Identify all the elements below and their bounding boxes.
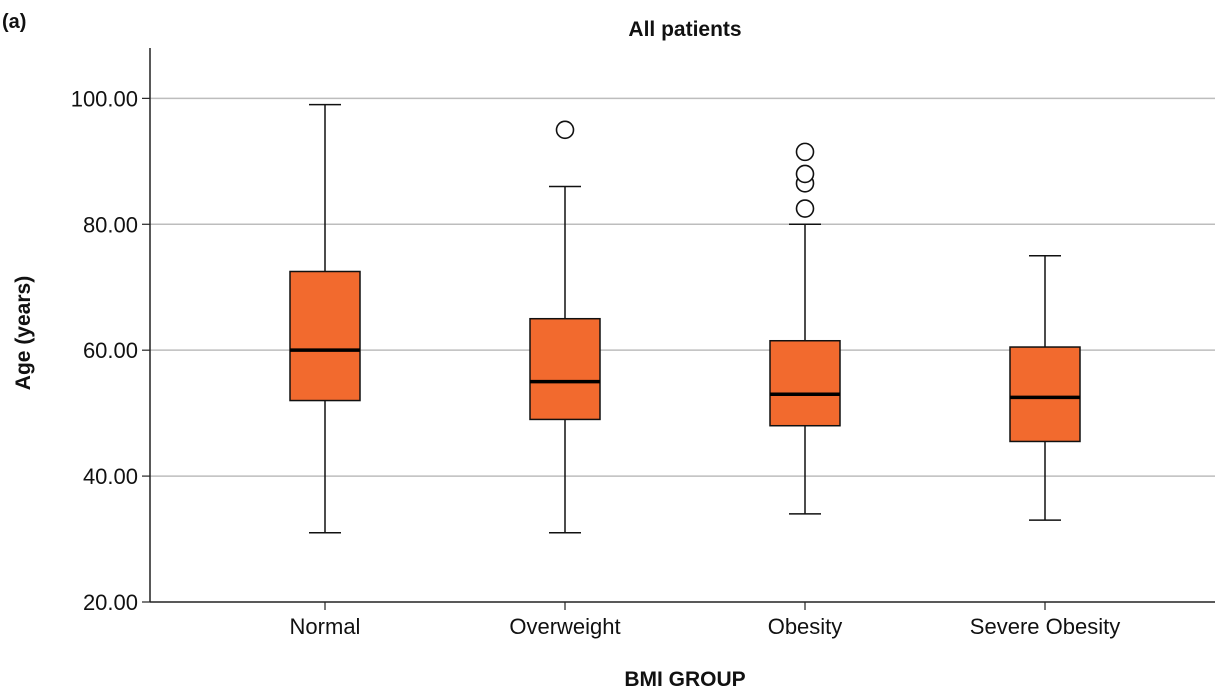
box-group	[529, 120, 601, 534]
box-group	[289, 103, 361, 534]
box-group	[769, 142, 841, 515]
outlier-point	[795, 164, 815, 184]
iqr-box	[529, 317, 601, 421]
x-category-label: Normal	[290, 614, 361, 639]
y-tick-label: 20.00	[83, 590, 138, 615]
box-group	[1009, 255, 1081, 521]
y-axis-ticks: 20.00 40.00 60.00 80.00 100.00	[71, 86, 150, 615]
y-tick-label: 40.00	[83, 464, 138, 489]
x-category-label: Overweight	[509, 614, 620, 639]
x-axis-categories: Normal Overweight Obesity Severe Obesity	[290, 602, 1120, 639]
y-tick-label: 100.00	[71, 86, 138, 111]
boxes	[289, 103, 1081, 534]
outlier-point	[555, 120, 575, 140]
x-category-label: Severe Obesity	[970, 614, 1120, 639]
y-tick-label: 60.00	[83, 338, 138, 363]
iqr-box	[1009, 346, 1081, 443]
panel-label: (a)	[2, 11, 26, 33]
iqr-box	[289, 270, 361, 402]
outlier-point	[795, 199, 815, 218]
x-axis-title: BMI GROUP	[624, 668, 745, 691]
y-axis-title: Age (years)	[12, 276, 35, 390]
iqr-box	[769, 339, 841, 427]
x-category-label: Obesity	[768, 614, 843, 639]
y-tick-label: 80.00	[83, 212, 138, 237]
outlier-point	[795, 142, 815, 162]
chart-title: All patients	[628, 18, 741, 41]
